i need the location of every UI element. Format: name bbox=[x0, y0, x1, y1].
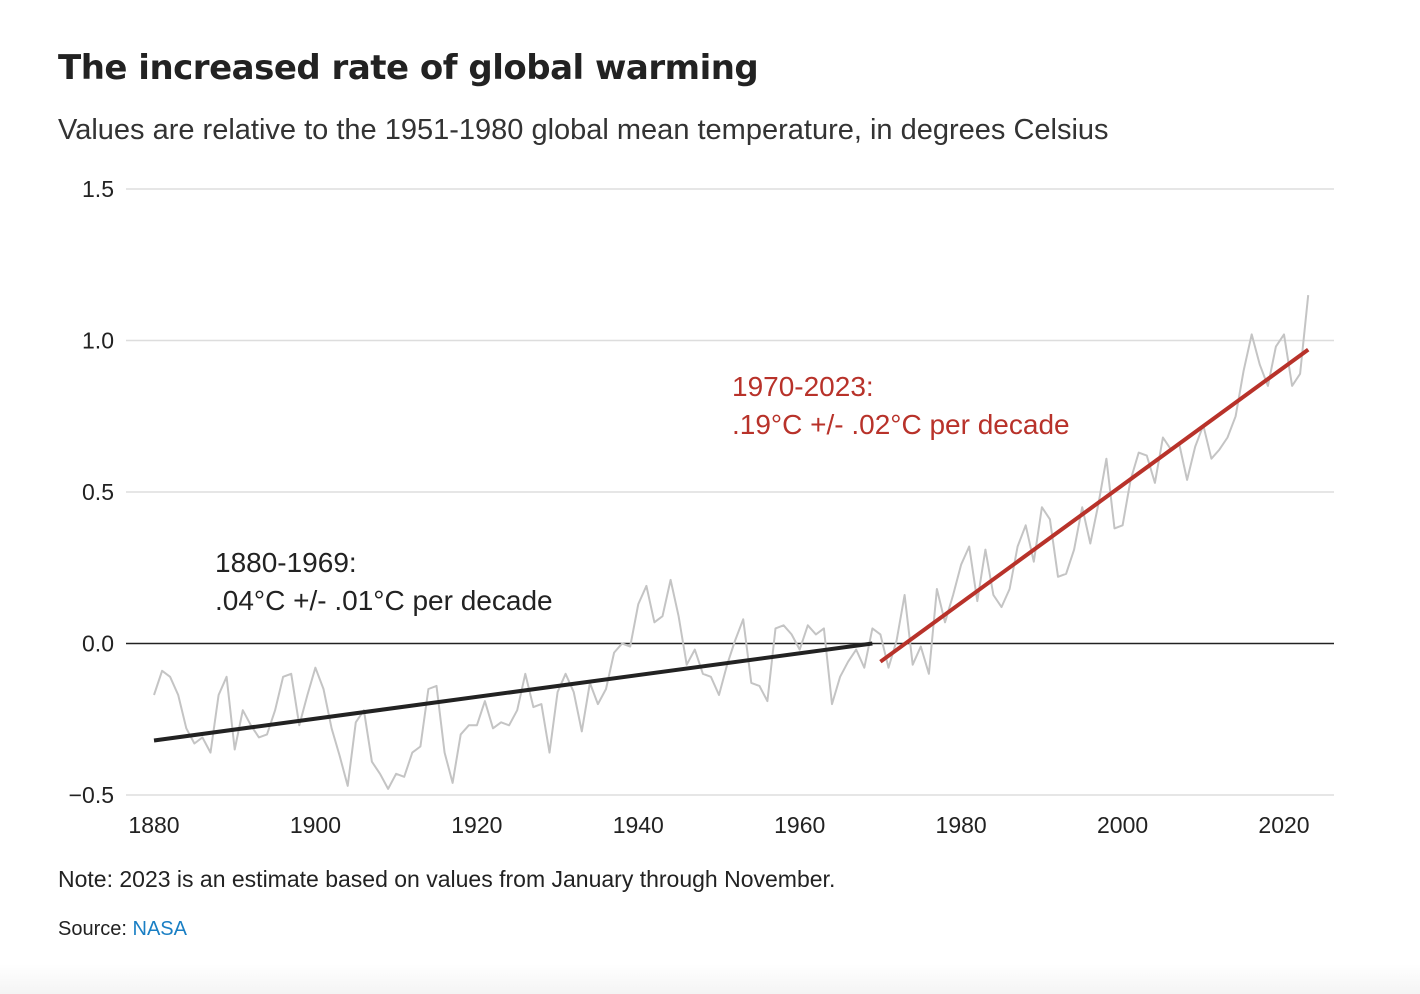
x-tick-label: 1920 bbox=[451, 812, 502, 838]
bottom-fade bbox=[0, 964, 1420, 994]
y-tick-label: 1.0 bbox=[82, 328, 114, 354]
y-axis-ticks: −0.5 0.0 0.5 1.0 1.5 bbox=[69, 176, 114, 808]
late-trend-label-rate: .19°C +/- .02°C per decade bbox=[732, 409, 1070, 440]
y-tick-label: 0.5 bbox=[82, 479, 114, 505]
x-tick-label: 1960 bbox=[774, 812, 825, 838]
chart-title: The increased rate of global warming bbox=[58, 48, 759, 88]
early-trend-label-rate: .04°C +/- .01°C per decade bbox=[215, 585, 553, 616]
x-tick-label: 2020 bbox=[1258, 812, 1309, 838]
y-tick-label: 1.5 bbox=[82, 176, 114, 202]
trend-line-1880-1969 bbox=[153, 641, 873, 743]
chart-subtitle: Values are relative to the 1951-1980 glo… bbox=[58, 114, 1109, 146]
trend-line-1970-2023 bbox=[879, 347, 1310, 664]
source-line: Source: NASA bbox=[58, 918, 187, 941]
early-trend-label-period: 1880-1969: bbox=[215, 547, 357, 578]
x-axis-ticks: 1880 1900 1920 1940 1960 1980 2000 2020 bbox=[128, 812, 1309, 838]
temperature-chart: −0.5 0.0 0.5 1.0 1.5 1880 1900 1920 1940 1960 198… bbox=[69, 176, 1334, 838]
x-tick-label: 1980 bbox=[936, 812, 987, 838]
x-tick-label: 1880 bbox=[128, 812, 179, 838]
source-label: Source: bbox=[58, 918, 127, 940]
x-tick-label: 1940 bbox=[613, 812, 664, 838]
gridlines bbox=[126, 188, 1334, 796]
late-trend-label-period: 1970-2023: bbox=[732, 371, 874, 402]
y-tick-label: 0.0 bbox=[82, 631, 114, 657]
annual-anomaly-line bbox=[153, 294, 1310, 790]
x-tick-label: 1900 bbox=[290, 812, 341, 838]
y-tick-label: −0.5 bbox=[69, 782, 114, 808]
x-tick-label: 2000 bbox=[1097, 812, 1148, 838]
source-link[interactable]: NASA bbox=[132, 918, 187, 940]
chart-note: Note: 2023 is an estimate based on value… bbox=[58, 866, 836, 892]
